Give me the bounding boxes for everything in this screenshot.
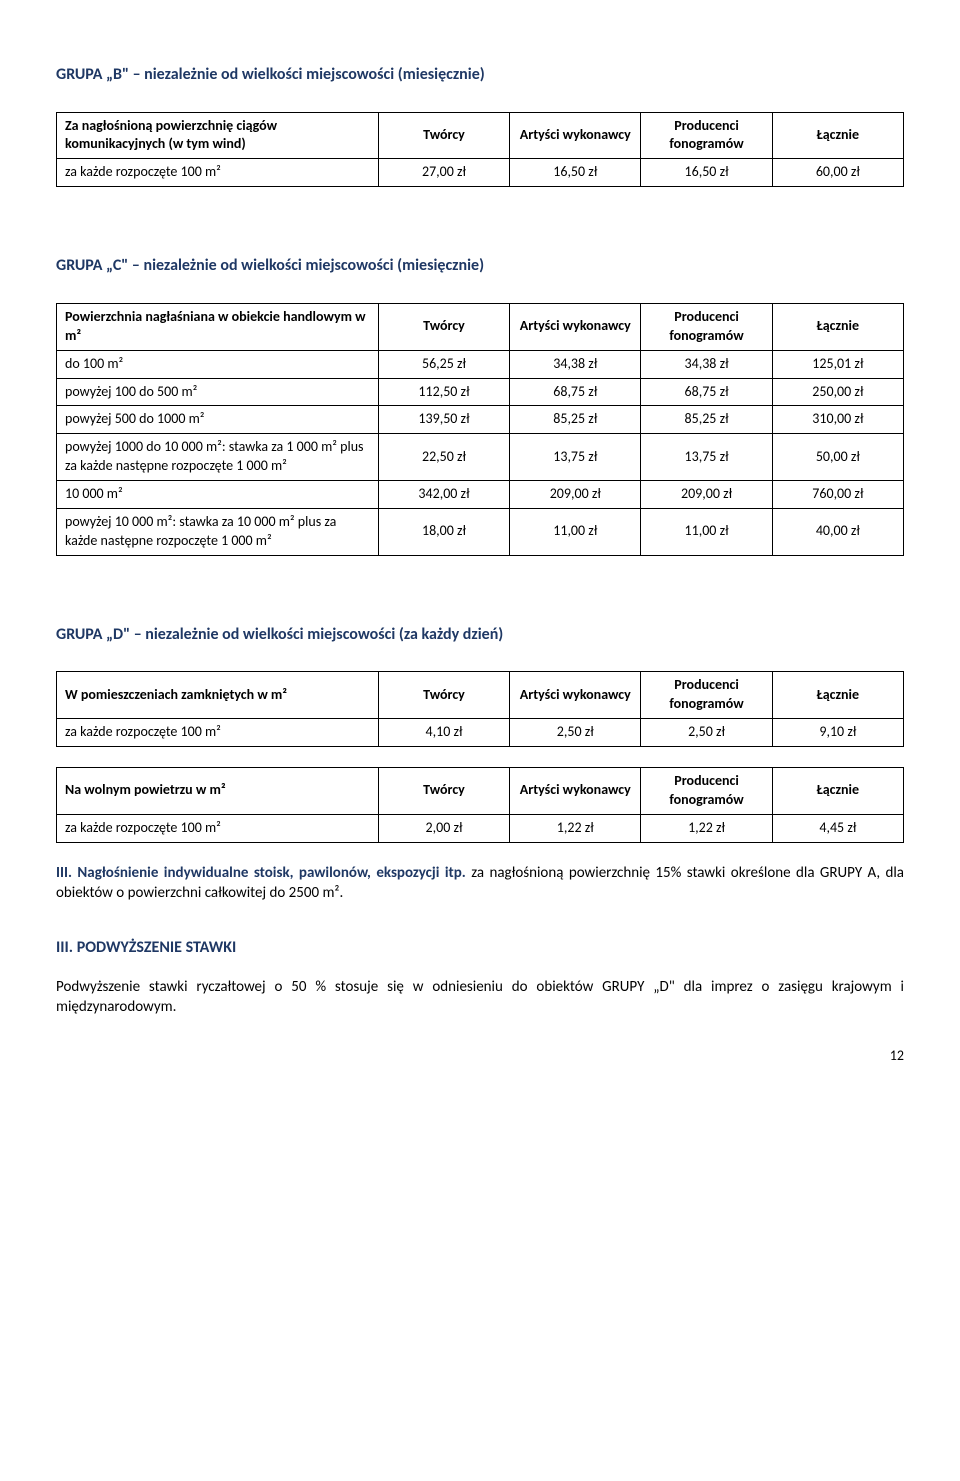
cell: 40,00 zł: [772, 508, 903, 555]
cell: 1,22 zł: [641, 814, 772, 842]
cell: 4,10 zł: [378, 719, 509, 747]
cell: 250,00 zł: [772, 378, 903, 406]
col-header: Łącznie: [772, 672, 903, 719]
cell: 4,45 zł: [772, 814, 903, 842]
cell: 50,00 zł: [772, 434, 903, 481]
table-row: 10 000 m² 342,00 zł 209,00 zł 209,00 zł …: [57, 481, 904, 509]
col-header: Artyści wykonawcy: [510, 672, 641, 719]
row-label: do 100 m²: [57, 350, 379, 378]
cell: 112,50 zł: [378, 378, 509, 406]
row-header-cell: W pomieszczeniach zamkniętych w m²: [57, 672, 379, 719]
cell: 209,00 zł: [510, 481, 641, 509]
table-header-row: Powierzchnia nagłaśniana w obiekcie hand…: [57, 303, 904, 350]
cell: 11,00 zł: [510, 508, 641, 555]
table-row: powyżej 100 do 500 m² 112,50 zł 68,75 zł…: [57, 378, 904, 406]
table-row: do 100 m² 56,25 zł 34,38 zł 34,38 zł 125…: [57, 350, 904, 378]
cell: 34,38 zł: [641, 350, 772, 378]
table-row: powyżej 10 000 m²: stawka za 10 000 m² p…: [57, 508, 904, 555]
cell: 9,10 zł: [772, 719, 903, 747]
cell: 34,38 zł: [510, 350, 641, 378]
cell: 2,50 zł: [641, 719, 772, 747]
para-bold-lead: III. Nagłośnienie indywidualne stoisk, p…: [56, 864, 466, 882]
cell: 13,75 zł: [641, 434, 772, 481]
cell: 13,75 zł: [510, 434, 641, 481]
table-row: za każde rozpoczęte 100 m² 4,10 zł 2,50 …: [57, 719, 904, 747]
table-grupa-b: Za nagłośnioną powierzchnię ciągów komun…: [56, 112, 904, 188]
cell: 760,00 zł: [772, 481, 903, 509]
table-header-row: Na wolnym powietrzu w m² Twórcy Artyści …: [57, 768, 904, 815]
col-header: Producenci fonogramów: [641, 768, 772, 815]
table-grupa-d-2: Na wolnym powietrzu w m² Twórcy Artyści …: [56, 767, 904, 843]
cell: 16,50 zł: [641, 159, 772, 187]
col-header: Twórcy: [378, 672, 509, 719]
cell: 1,22 zł: [510, 814, 641, 842]
table-header-row: W pomieszczeniach zamkniętych w m² Twórc…: [57, 672, 904, 719]
paragraph-podwyzszenie: Podwyższenie stawki ryczałtowej o 50 % s…: [56, 977, 904, 1018]
col-header: Producenci fonogramów: [641, 112, 772, 159]
cell: 18,00 zł: [378, 508, 509, 555]
cell: 68,75 zł: [641, 378, 772, 406]
col-header: Artyści wykonawcy: [510, 112, 641, 159]
col-header: Producenci fonogramów: [641, 303, 772, 350]
cell: 60,00 zł: [772, 159, 903, 187]
section-title-grupa-b: GRUPA „B" – niezależnie od wielkości mie…: [56, 64, 904, 86]
cell: 342,00 zł: [378, 481, 509, 509]
row-label: powyżej 1000 do 10 000 m²: stawka za 1 0…: [57, 434, 379, 481]
cell: 2,50 zł: [510, 719, 641, 747]
cell: 56,25 zł: [378, 350, 509, 378]
col-header: Łącznie: [772, 768, 903, 815]
table-row: za każde rozpoczęte 100 m² 2,00 zł 1,22 …: [57, 814, 904, 842]
section-title-grupa-c: GRUPA „C" – niezależnie od wielkości mie…: [56, 255, 904, 277]
cell: 2,00 zł: [378, 814, 509, 842]
cell: 16,50 zł: [510, 159, 641, 187]
paragraph-iii-naglosnienie: III. Nagłośnienie indywidualne stoisk, p…: [56, 863, 904, 904]
table-grupa-c: Powierzchnia nagłaśniana w obiekcie hand…: [56, 303, 904, 556]
cell: 139,50 zł: [378, 406, 509, 434]
row-label: powyżej 500 do 1000 m²: [57, 406, 379, 434]
cell: 209,00 zł: [641, 481, 772, 509]
table-row: powyżej 1000 do 10 000 m²: stawka za 1 0…: [57, 434, 904, 481]
table-row: za każde rozpoczęte 100 m² 27,00 zł 16,5…: [57, 159, 904, 187]
cell: 11,00 zł: [641, 508, 772, 555]
cell: 27,00 zł: [378, 159, 509, 187]
row-label: powyżej 100 do 500 m²: [57, 378, 379, 406]
section-title-grupa-d: GRUPA „D" – niezależnie od wielkości mie…: [56, 624, 904, 646]
table-header-row: Za nagłośnioną powierzchnię ciągów komun…: [57, 112, 904, 159]
row-label: za każde rozpoczęte 100 m²: [57, 159, 379, 187]
cell: 85,25 zł: [510, 406, 641, 434]
col-header: Twórcy: [378, 303, 509, 350]
col-header: Łącznie: [772, 112, 903, 159]
col-header: Artyści wykonawcy: [510, 303, 641, 350]
col-header: Twórcy: [378, 112, 509, 159]
cell: 310,00 zł: [772, 406, 903, 434]
row-label: za każde rozpoczęte 100 m²: [57, 814, 379, 842]
cell: 125,01 zł: [772, 350, 903, 378]
page-number: 12: [56, 1047, 904, 1066]
row-label: powyżej 10 000 m²: stawka za 10 000 m² p…: [57, 508, 379, 555]
cell: 85,25 zł: [641, 406, 772, 434]
col-header: Producenci fonogramów: [641, 672, 772, 719]
col-header: Artyści wykonawcy: [510, 768, 641, 815]
cell: 22,50 zł: [378, 434, 509, 481]
col-header: Łącznie: [772, 303, 903, 350]
col-header: Twórcy: [378, 768, 509, 815]
row-header-cell: Za nagłośnioną powierzchnię ciągów komun…: [57, 112, 379, 159]
heading-podwyzszenie: III. PODWYŻSZENIE STAWKI: [56, 937, 904, 959]
row-header-cell: Powierzchnia nagłaśniana w obiekcie hand…: [57, 303, 379, 350]
cell: 68,75 zł: [510, 378, 641, 406]
row-label: za każde rozpoczęte 100 m²: [57, 719, 379, 747]
row-header-cell: Na wolnym powietrzu w m²: [57, 768, 379, 815]
table-grupa-d-1: W pomieszczeniach zamkniętych w m² Twórc…: [56, 671, 904, 747]
row-label: 10 000 m²: [57, 481, 379, 509]
table-row: powyżej 500 do 1000 m² 139,50 zł 85,25 z…: [57, 406, 904, 434]
